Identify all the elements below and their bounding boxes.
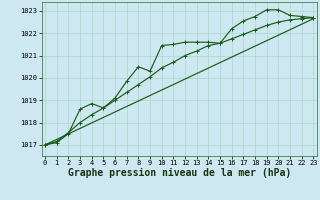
X-axis label: Graphe pression niveau de la mer (hPa): Graphe pression niveau de la mer (hPa) [68,168,291,178]
